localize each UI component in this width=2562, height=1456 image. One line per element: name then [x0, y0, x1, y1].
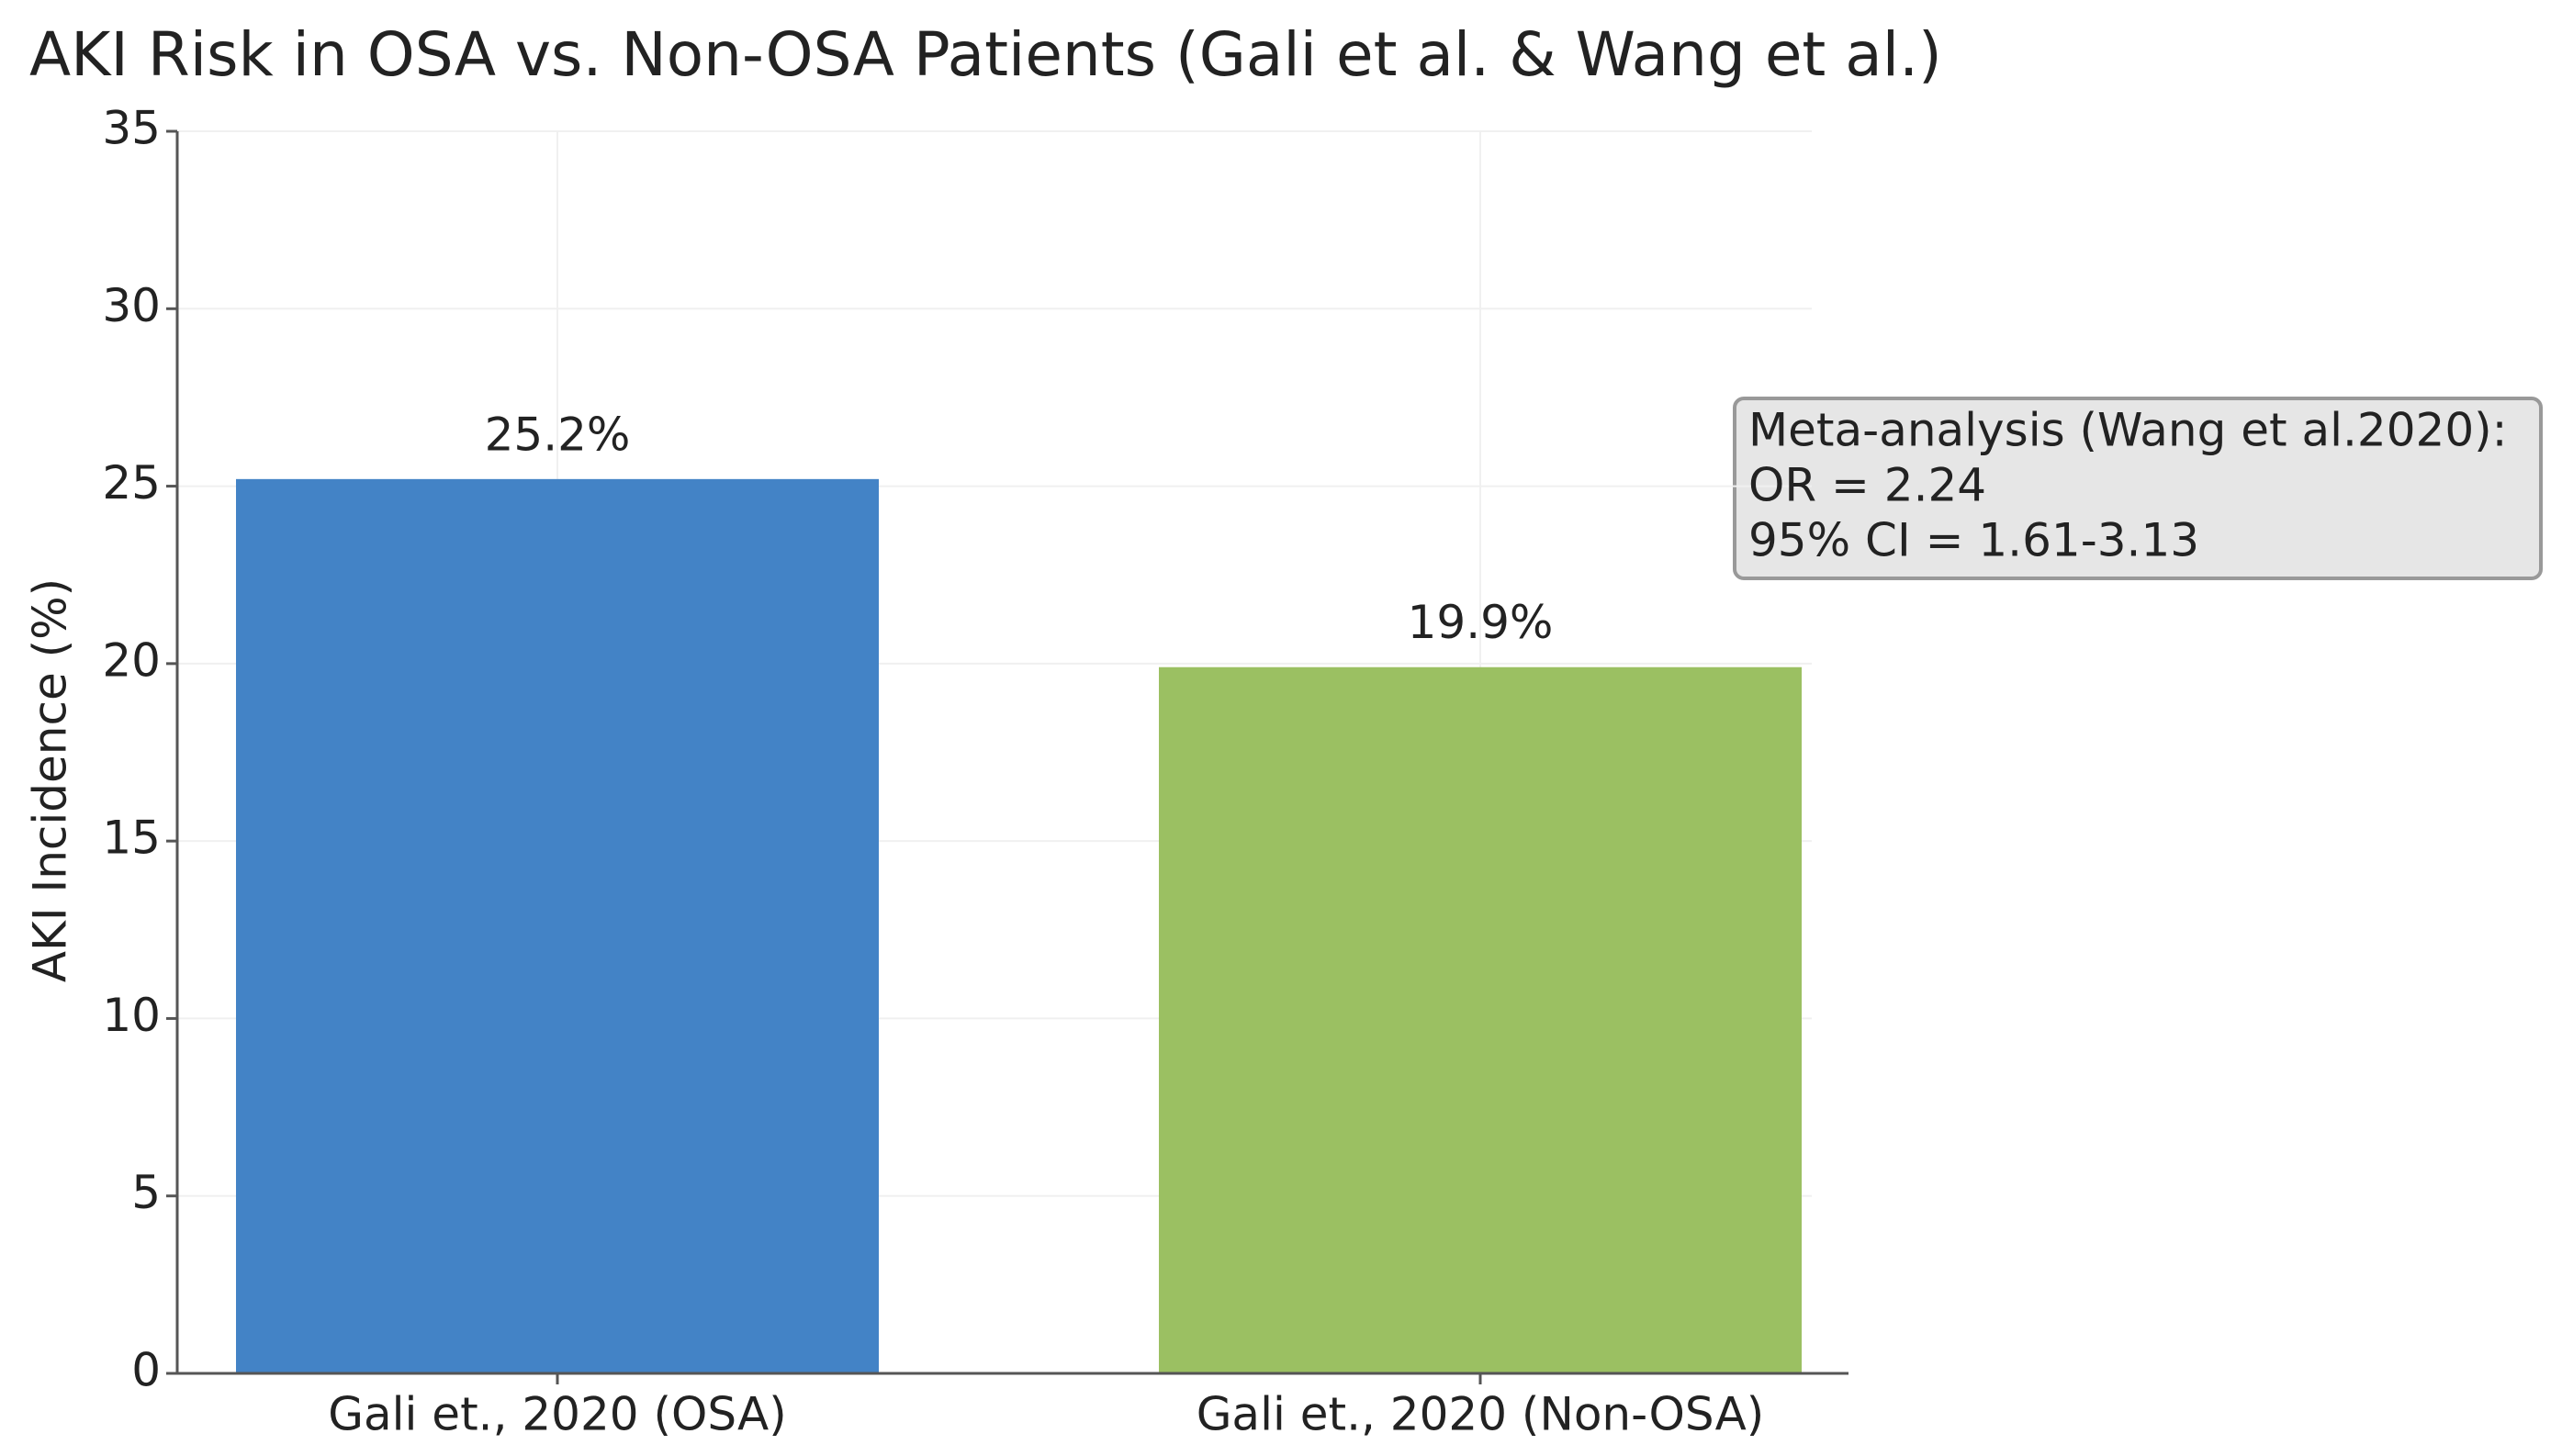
y-tick-label: 20	[102, 633, 161, 687]
y-tick-label: 10	[102, 989, 161, 1042]
y-tick-label: 5	[131, 1166, 161, 1219]
annotation-box	[1733, 397, 2543, 580]
annotation-line: Meta-analysis (Wang et al.2020):	[1748, 404, 2508, 457]
y-tick-label: 0	[131, 1344, 161, 1397]
y-tick-label: 30	[102, 279, 161, 332]
y-axis-label: AKI Incidence (%)	[24, 578, 77, 982]
y-tick-label: 15	[102, 812, 161, 865]
value-label: 25.2%	[485, 408, 631, 461]
x-tick-label: Gali et., 2020 (Non-OSA)	[1197, 1388, 1765, 1441]
annotation-line: OR = 2.24	[1748, 459, 1986, 512]
x-tick-label: Gali et., 2020 (OSA)	[328, 1388, 787, 1441]
bar	[1159, 666, 1802, 1373]
chart-title: AKI Risk in OSA vs. Non-OSA Patients (Ga…	[29, 19, 1942, 90]
y-tick-label: 35	[102, 102, 161, 155]
bar	[236, 478, 879, 1373]
annotation-line: 95% CI = 1.61-3.13	[1748, 514, 2199, 567]
value-label: 19.9%	[1408, 596, 1554, 649]
y-tick-label: 25	[102, 456, 161, 510]
